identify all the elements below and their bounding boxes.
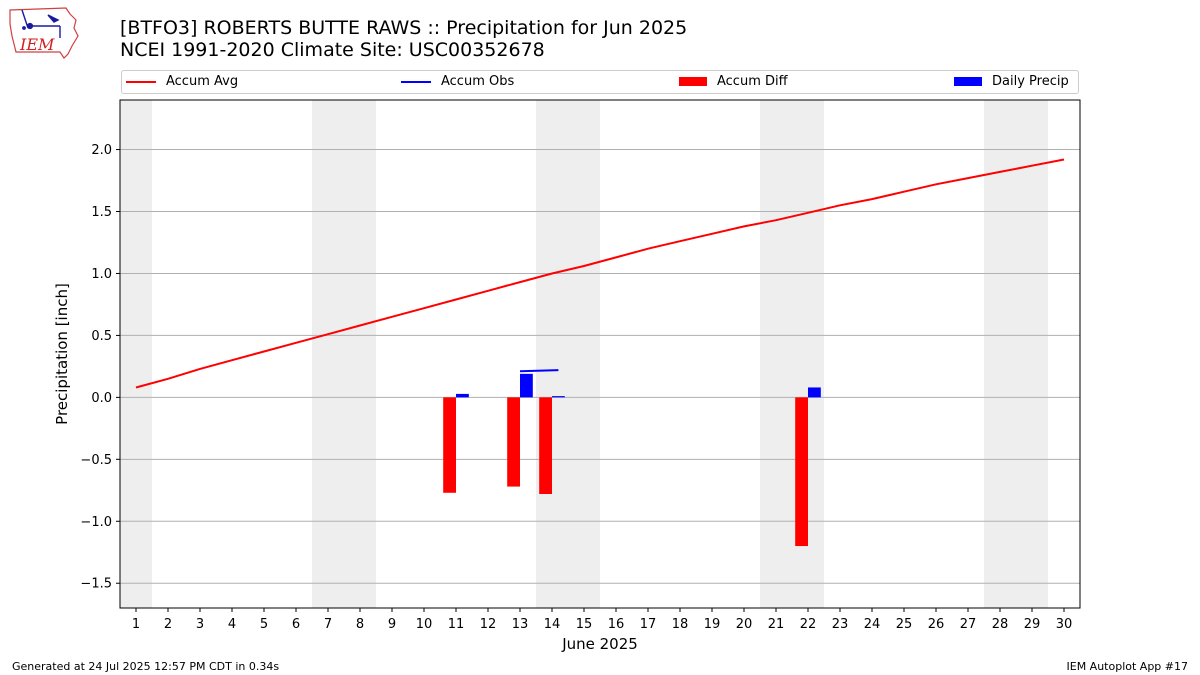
accum-diff-bar [795, 397, 808, 547]
x-tick-label: 7 [324, 617, 332, 632]
x-tick-label: 9 [388, 617, 396, 632]
weekend-band [536, 100, 600, 608]
logo-text: IEM [19, 35, 55, 54]
title-line-1: [BTFO3] ROBERTS BUTTE RAWS :: Precipitat… [120, 17, 688, 39]
x-tick-label: 30 [1056, 617, 1073, 632]
x-tick-label: 29 [1024, 617, 1041, 632]
y-tick-label: −1.0 [80, 515, 112, 530]
legend-swatch [679, 77, 707, 86]
x-tick-label: 28 [992, 617, 1009, 632]
y-tick-label: 0.0 [91, 391, 112, 406]
x-tick-label: 24 [864, 617, 881, 632]
y-tick-label: 2.0 [91, 143, 112, 158]
x-tick-label: 17 [640, 617, 657, 632]
accum-diff-bar [443, 397, 456, 493]
chart-title: [BTFO3] ROBERTS BUTTE RAWS :: Precipitat… [120, 17, 687, 61]
y-axis-ticks: −1.5 −1.0 −0.5 0.0 0.5 1.0 1.5 2.0 [80, 143, 120, 592]
legend-item-accum-obs: Accum Obs [401, 74, 514, 89]
x-tick-label: 2 [164, 617, 172, 632]
x-tick-label: 15 [576, 617, 593, 632]
x-tick-label: 8 [356, 617, 364, 632]
weekend-shading [120, 100, 1048, 608]
accum-diff-bar [507, 397, 520, 487]
legend: Accum Avg Accum Obs Accum Diff Daily Pre… [121, 70, 1079, 94]
daily-precip-bar [520, 373, 533, 398]
weekend-band [760, 100, 824, 608]
x-tick-label: 16 [608, 617, 625, 632]
y-tick-label: −0.5 [80, 453, 112, 468]
daily-precip-bar [456, 394, 469, 398]
y-tick-label: −1.5 [80, 577, 112, 592]
legend-swatch [401, 80, 431, 83]
daily-precip-bar [552, 396, 565, 398]
x-tick-label: 26 [928, 617, 945, 632]
y-axis-label: Precipitation [inch] [53, 283, 71, 425]
x-tick-label: 3 [196, 617, 204, 632]
x-tick-label: 14 [544, 617, 561, 632]
accum-obs-line [519, 369, 559, 373]
legend-swatch [954, 77, 982, 86]
x-axis-ticks: 1 2 3 4 5 6 7 8 9 10 11 12 13 14 15 16 17 18 19 20 21 22 23 24 2… [132, 608, 1072, 632]
grid-lines [120, 149, 1080, 584]
legend-swatch [126, 80, 156, 83]
footer-generated: Generated at 24 Jul 2025 12:57 PM CDT in… [12, 660, 280, 673]
title-line-2: NCEI 1991-2020 Climate Site: USC00352678 [120, 39, 545, 61]
y-tick-label: 1.5 [91, 205, 112, 220]
x-tick-label: 10 [416, 617, 433, 632]
x-tick-label: 13 [512, 617, 529, 632]
x-axis-label: June 2025 [561, 635, 638, 653]
weekend-band [984, 100, 1048, 608]
iem-logo: IEM [9, 7, 79, 59]
lines [135, 158, 1065, 396]
x-tick-label: 27 [960, 617, 977, 632]
plot-frame [119, 99, 1081, 609]
x-tick-label: 6 [292, 617, 300, 632]
legend-label: Accum Avg [166, 74, 239, 89]
x-tick-label: 1 [132, 617, 140, 632]
x-tick-label: 11 [448, 617, 465, 632]
iowa-outline-icon [9, 7, 79, 59]
x-tick-label: 22 [800, 617, 817, 632]
legend-item-accum-diff: Accum Diff [679, 74, 788, 89]
y-tick-label: 0.5 [91, 329, 112, 344]
accum-avg-line [135, 158, 1065, 389]
legend-label: Daily Precip [992, 74, 1069, 89]
x-tick-label: 4 [228, 617, 236, 632]
bars [443, 373, 821, 547]
y-tick-label: 1.0 [91, 267, 112, 282]
legend-label: Accum Obs [441, 74, 515, 89]
x-tick-label: 25 [896, 617, 913, 632]
weekend-band [120, 100, 152, 608]
weekend-band [312, 100, 376, 608]
legend-label: Accum Diff [717, 74, 788, 89]
weather-station-icon [21, 9, 61, 38]
x-tick-label: 20 [736, 617, 753, 632]
x-tick-label: 23 [832, 617, 849, 632]
x-tick-label: 21 [768, 617, 785, 632]
footer-app: IEM Autoplot App #17 [1066, 660, 1189, 673]
legend-item-accum-avg: Accum Avg [126, 74, 238, 89]
legend-item-daily-precip: Daily Precip [954, 74, 1069, 89]
x-tick-label: 19 [704, 617, 721, 632]
accum-diff-bar [539, 397, 552, 495]
x-tick-label: 5 [260, 617, 268, 632]
x-tick-label: 18 [672, 617, 689, 632]
daily-precip-bar [808, 387, 821, 398]
x-tick-label: 12 [480, 617, 497, 632]
